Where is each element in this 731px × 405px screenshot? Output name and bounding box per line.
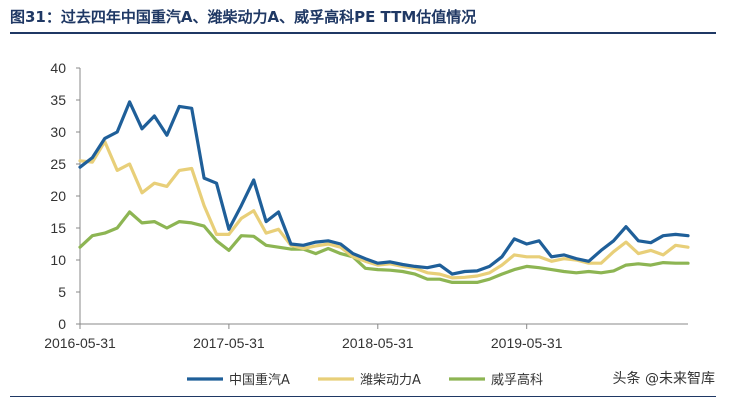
chart-legend: 中国重汽A 潍柴动力A 威孚高科	[187, 372, 543, 388]
legend-label: 威孚高科	[491, 372, 543, 388]
y-tick-label: 20	[50, 188, 66, 204]
series-layer	[78, 100, 690, 284]
y-tick-label: 30	[50, 124, 66, 140]
y-tick-label: 0	[58, 316, 66, 332]
series-line	[78, 210, 690, 284]
legend-label: 潍柴动力A	[360, 373, 421, 388]
y-tick-label: 40	[50, 60, 66, 76]
x-tick-label: 2017-05-31	[193, 335, 265, 351]
x-tick-label: 2019-05-31	[491, 335, 563, 351]
page-title: 图31：过去四年中国重汽A、潍柴动力A、威孚高科PE TTM估值情况	[10, 8, 477, 26]
y-tick-label: 15	[50, 220, 66, 236]
watermark: 头条 @未来智库	[612, 371, 715, 387]
x-tick-label: 2016-05-31	[44, 335, 116, 351]
y-tick-label: 25	[50, 156, 66, 172]
x-tick-label: 2018-05-31	[342, 335, 414, 351]
y-tick-label: 5	[58, 284, 66, 300]
series-line	[78, 140, 690, 280]
series-line	[78, 100, 690, 276]
title-divider	[10, 32, 716, 34]
chart-axes: 0 5 10 15 20 25 30 35 40 2016-05-31 2017-05-31 2018…	[44, 60, 688, 351]
y-tick-label: 35	[50, 92, 66, 108]
y-tick-label: 10	[50, 252, 66, 268]
bottom-divider	[10, 396, 716, 397]
legend-label: 中国重汽A	[229, 372, 290, 388]
